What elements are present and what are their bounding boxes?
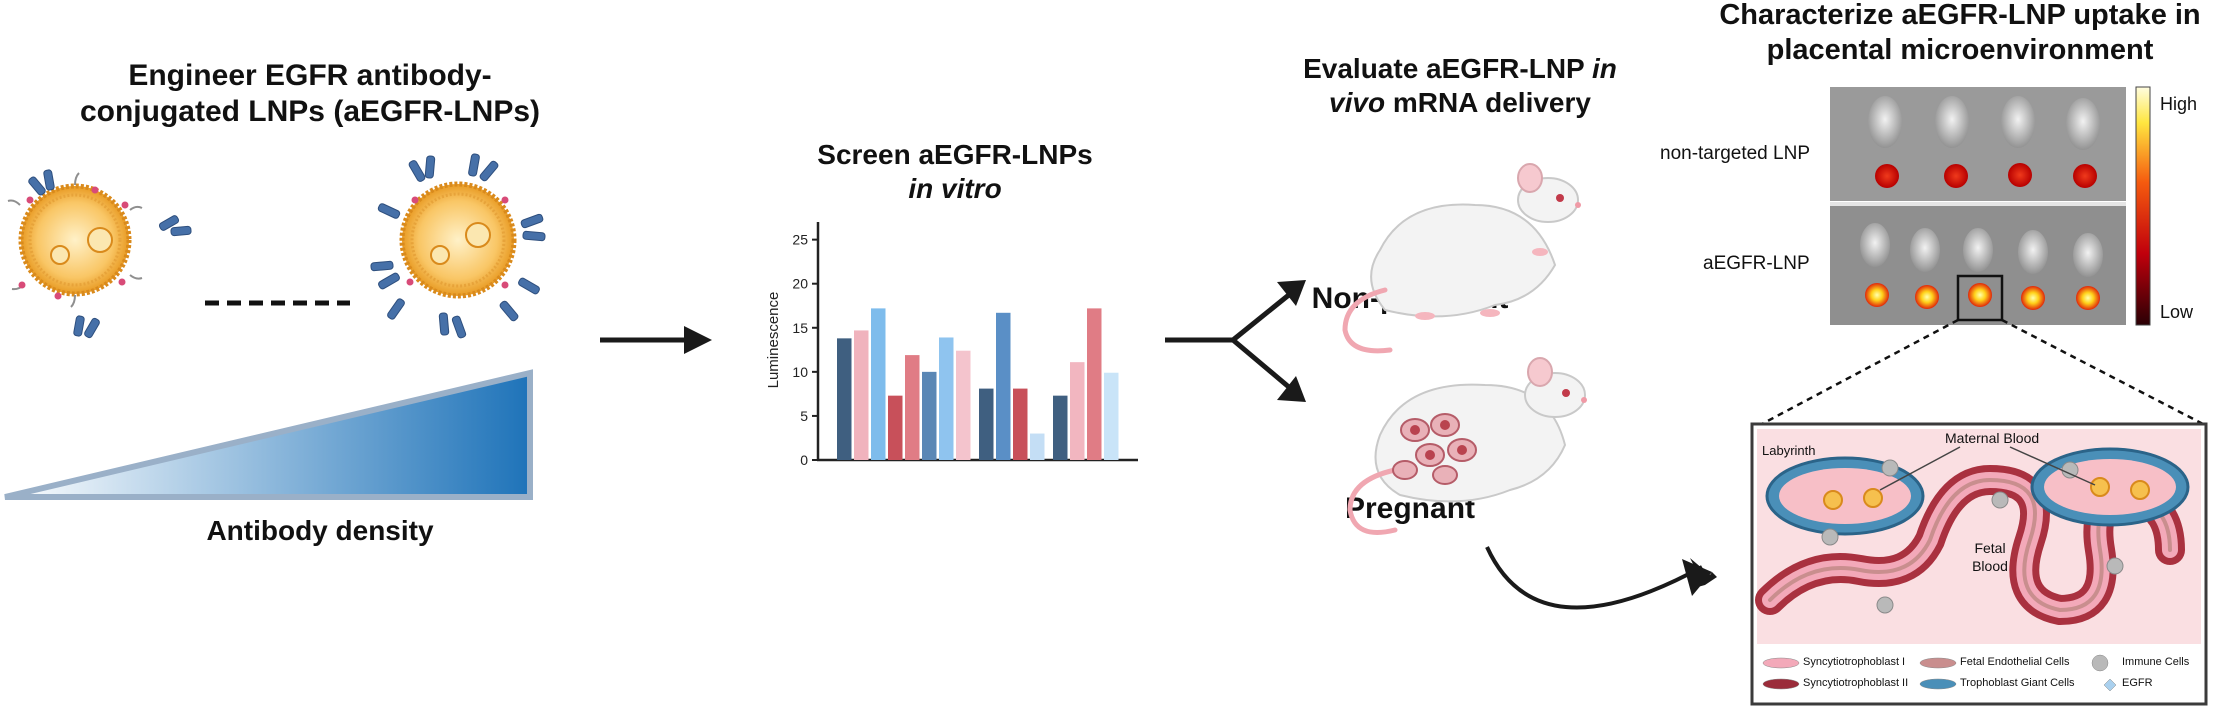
chart-bar-g1-7	[939, 337, 954, 460]
chart-bar-g3-4	[1104, 372, 1119, 460]
luminescence-scale-bar	[2135, 86, 2151, 326]
engineer-title: Engineer EGFR antibody- conjugated LNPs …	[79, 59, 541, 128]
lnp-low-density	[7, 169, 192, 339]
zoom-selection-box	[1956, 274, 2004, 322]
scale-low-label: Low	[2160, 302, 2194, 322]
maternal-blood-label: Maternal Blood	[1945, 430, 2040, 446]
arrow-to-placenta	[1485, 546, 1703, 610]
chart-bar-g1-5	[905, 355, 920, 460]
characterize-title: Characterize aEGFR-LNP uptake in placent…	[1719, 0, 2201, 66]
chart-bar-g1-4	[888, 395, 903, 460]
arrow-to-placenta-tip	[1682, 559, 1712, 596]
chart-bar-g1-2	[854, 330, 869, 460]
scale-high-label: High	[2160, 94, 2198, 114]
legend-egfr: EGFR	[2122, 677, 2153, 689]
chart-y-label: Luminescence	[765, 292, 782, 389]
placenta-illustration	[1750, 422, 2208, 706]
placenta-images-non-targeted	[1868, 96, 2100, 188]
arrow-fork-head-down	[1277, 376, 1306, 402]
chart-y-tick-label: 25	[792, 232, 808, 248]
chart-bar-g1-3	[871, 308, 886, 460]
arrow-fork	[1165, 292, 1292, 390]
legend-syncytiotrophoblast-1: Syncytiotrophoblast I	[1803, 656, 1906, 668]
antibody-density-triangle	[4, 369, 533, 500]
evaluate-title: Evaluate aEGFR-LNP in vivo mRNA delivery	[1303, 53, 1617, 118]
placenta-images-aegfr	[1860, 223, 2103, 310]
chart-bar-g2-2	[996, 312, 1011, 460]
fetal-blood-label: Fetal Blood	[1972, 540, 2008, 574]
mouse-non-pregnant-icon	[1342, 163, 1581, 354]
lnp-high-density	[370, 153, 546, 339]
legend-syncytiotrophoblast-2: Syncytiotrophoblast II	[1803, 677, 1909, 689]
chart-y-tick-label: 20	[792, 276, 808, 292]
chart-bar-g3-1	[1053, 395, 1068, 460]
row-label-aegfr: aEGFR-LNP	[1703, 253, 1810, 274]
chart-bar-g1-1	[837, 338, 852, 460]
legend-immune-cells: Immune Cells	[2122, 656, 2190, 668]
chart-y-tick-label: 5	[800, 408, 808, 424]
chart-bar-g3-3	[1087, 308, 1102, 460]
chart-bar-g1-6	[922, 371, 937, 460]
chart-bar-g3-2	[1070, 362, 1085, 460]
arrow-to-screen	[600, 326, 712, 354]
zoom-line-left	[1759, 318, 1959, 427]
row-label-non-targeted: non-targeted LNP	[1660, 143, 1810, 164]
chart-bar-g2-1	[979, 388, 994, 460]
chart-y-tick-label: 15	[792, 320, 808, 336]
screen-title: Screen aEGFR-LNPs in vitro	[817, 139, 1093, 204]
chart-y-tick-label: 0	[800, 452, 808, 468]
legend-fetal-endothelial: Fetal Endothelial Cells	[1960, 656, 2070, 668]
zoom-line-right	[2001, 318, 2206, 427]
chart-y-tick-label: 10	[792, 364, 808, 380]
chart-bar-g2-3	[1013, 388, 1028, 460]
mouse-pregnant-icon	[1347, 357, 1587, 535]
chart-bar-g1-8	[956, 350, 971, 460]
luminescence-bar-chart: Luminescence 0 5 10 15 20 25	[765, 222, 1138, 468]
ivis-image-panel	[1830, 87, 2126, 325]
arrow-fork-head-up	[1277, 280, 1306, 306]
legend-trophoblast-giant: Trophoblast Giant Cells	[1960, 677, 2075, 689]
labyrinth-label: Labyrinth	[1762, 443, 1816, 458]
chart-bar-g2-4	[1030, 433, 1045, 460]
antibody-density-label: Antibody density	[206, 515, 434, 546]
